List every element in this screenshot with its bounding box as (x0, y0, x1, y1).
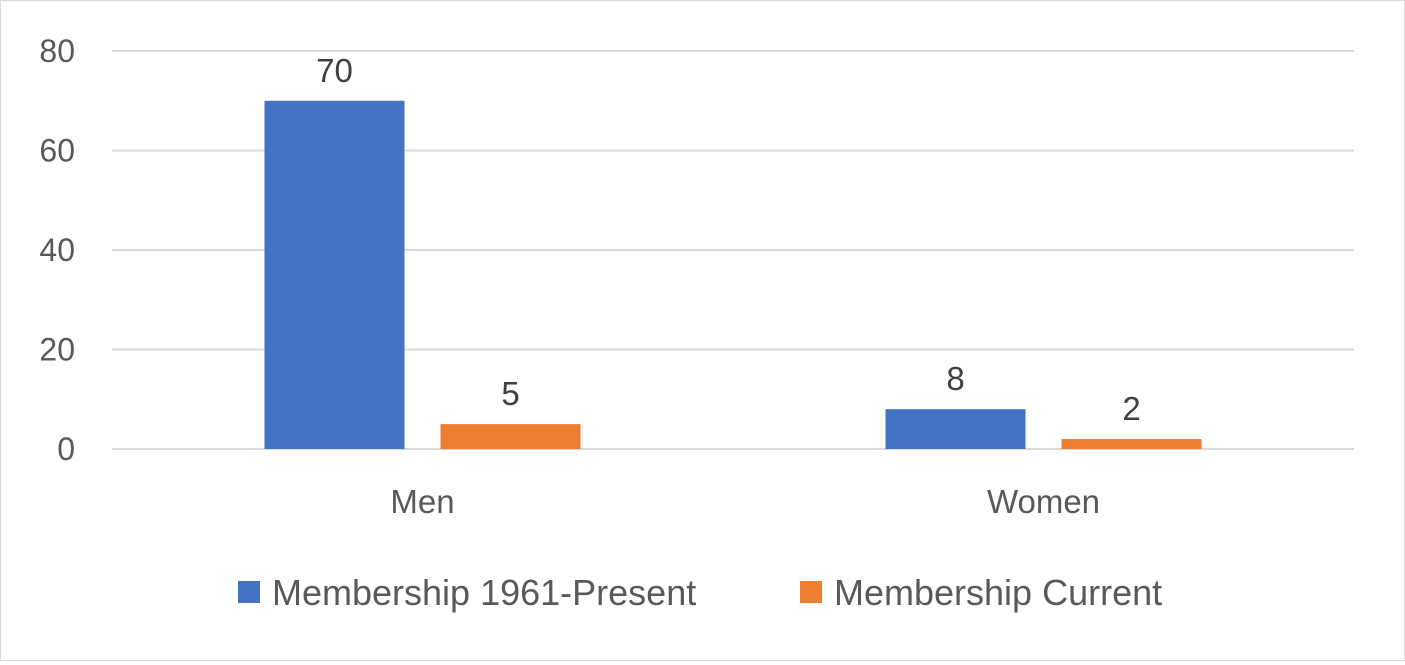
y-tick-label: 40 (39, 232, 75, 268)
category-label: Women (987, 483, 1100, 520)
x-axis-categories: Men Women (390, 483, 1100, 520)
bars (264, 100, 1202, 449)
y-tick-label: 80 (39, 33, 75, 69)
data-label: 2 (1122, 390, 1140, 427)
data-label: 5 (501, 375, 519, 412)
y-tick-label: 0 (57, 431, 75, 467)
bar-men-series-2 (440, 424, 581, 449)
category-label: Men (390, 483, 454, 520)
bar-women-series-2 (1061, 439, 1202, 449)
y-tick-label: 60 (39, 133, 75, 169)
y-axis-ticks: 0 20 40 60 80 (39, 33, 75, 467)
legend: Membership 1961-Present Membership Curren… (238, 572, 1162, 613)
bar-men-series-1 (264, 100, 405, 449)
data-labels: 70 5 8 2 (316, 52, 1141, 427)
data-label: 70 (316, 52, 353, 89)
y-tick-label: 20 (39, 332, 75, 368)
legend-swatch (800, 581, 822, 603)
legend-label: Membership Current (834, 572, 1162, 613)
bar-women-series-1 (885, 409, 1026, 449)
data-label: 8 (946, 360, 964, 397)
legend-label: Membership 1961-Present (272, 572, 696, 613)
legend-swatch (238, 581, 260, 603)
